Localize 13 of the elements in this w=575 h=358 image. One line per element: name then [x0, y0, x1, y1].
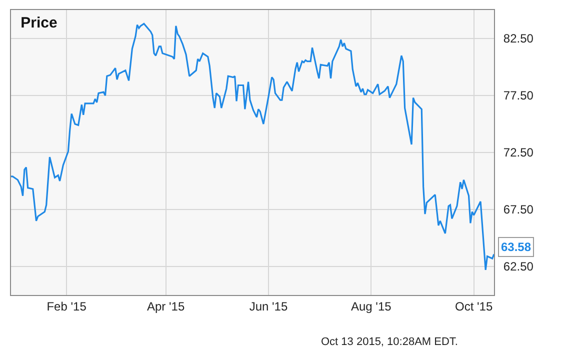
x-tick-label: Feb '15	[46, 299, 87, 314]
y-tick-label: 77.50	[503, 88, 534, 103]
y-tick-label: 62.50	[503, 260, 534, 274]
y-tick-label: 82.50	[503, 32, 534, 46]
y-tick-label: 67.50	[503, 202, 534, 217]
x-tick-label: Aug '15	[350, 299, 392, 314]
y-tick-label: 72.50	[503, 146, 534, 160]
chart-title: Price	[20, 14, 58, 32]
x-tick-label: Oct '15	[454, 299, 493, 314]
text: Oct 13 2015, 10:28AM EDT.	[321, 336, 458, 348]
annotation: 63.58	[501, 240, 532, 254]
x-tick-label: Jun '15	[249, 299, 288, 314]
x-tick-label: Apr '15	[147, 299, 185, 314]
